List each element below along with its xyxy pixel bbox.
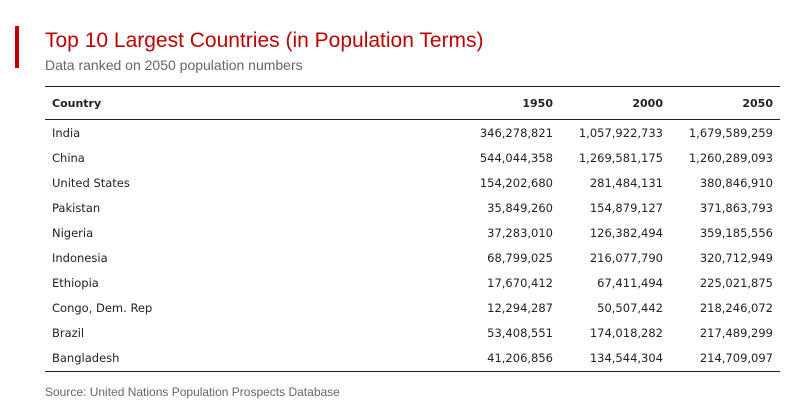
cell-pop-2050: 359,185,556 bbox=[699, 225, 773, 240]
cell-pop-2050: 320,712,949 bbox=[699, 250, 773, 265]
chart-subtitle: Data ranked on 2050 population numbers bbox=[45, 57, 303, 73]
table-row: India 346,278,821 1,057,922,733 1,679,589,2… bbox=[45, 120, 780, 146]
cell-pop-1950: 68,799,025 bbox=[487, 250, 553, 265]
table-body: India 346,278,821 1,057,922,733 1,679,589,2… bbox=[45, 120, 780, 372]
cell-country: China bbox=[52, 150, 85, 165]
cell-pop-1950: 35,849,260 bbox=[487, 200, 553, 215]
cell-pop-1950: 544,044,358 bbox=[479, 150, 553, 165]
source-note: Source: United Nations Population Prospe… bbox=[45, 385, 340, 399]
cell-pop-2050: 217,489,299 bbox=[699, 325, 773, 340]
header-row: Country 1950 2000 2050 bbox=[45, 86, 780, 120]
table-row: Ethiopia 17,670,412 67,411,494 225,021,875 bbox=[45, 270, 780, 295]
cell-pop-2000: 154,879,127 bbox=[589, 200, 663, 215]
cell-pop-1950: 53,408,551 bbox=[487, 325, 553, 340]
cell-pop-2000: 281,484,131 bbox=[589, 175, 663, 190]
cell-pop-2000: 134,544,304 bbox=[589, 351, 663, 365]
table-row: Congo, Dem. Rep 12,294,287 50,507,442 218,2… bbox=[45, 295, 780, 320]
table-row: Indonesia 68,799,025 216,077,790 320,712,94… bbox=[45, 245, 780, 270]
cell-pop-1950: 154,202,680 bbox=[479, 175, 553, 190]
population-table-container: Country 1950 2000 2050 India 346,278,821 1… bbox=[45, 86, 780, 372]
cell-pop-2000: 174,018,282 bbox=[589, 325, 663, 340]
cell-pop-1950: 37,283,010 bbox=[487, 225, 553, 240]
cell-pop-2000: 67,411,494 bbox=[597, 275, 663, 290]
table-row: United States 154,202,680 281,484,131 380,8… bbox=[45, 170, 780, 195]
table-row: China 544,044,358 1,269,581,175 1,260,289,0… bbox=[45, 145, 780, 170]
cell-pop-2050: 380,846,910 bbox=[699, 175, 773, 190]
table-row: Bangladesh 41,206,856 134,544,304 214,709,0… bbox=[45, 345, 780, 372]
cell-pop-2050: 1,260,289,093 bbox=[688, 150, 773, 165]
cell-country: Nigeria bbox=[52, 225, 94, 240]
table-header: Country 1950 2000 2050 bbox=[45, 86, 780, 120]
column-header-2000: 2000 bbox=[632, 96, 663, 110]
cell-pop-2050: 1,679,589,259 bbox=[688, 125, 773, 140]
cell-pop-1950: 346,278,821 bbox=[479, 125, 553, 140]
column-header-2050: 2050 bbox=[742, 96, 773, 110]
cell-pop-2000: 126,382,494 bbox=[589, 225, 663, 240]
cell-country: Bangladesh bbox=[52, 351, 120, 365]
cell-pop-2000: 216,077,790 bbox=[589, 250, 663, 265]
cell-pop-2000: 50,507,442 bbox=[597, 300, 663, 315]
cell-country: Pakistan bbox=[52, 200, 101, 215]
cell-country: India bbox=[52, 125, 81, 140]
column-header-country: Country bbox=[52, 96, 102, 110]
column-header-1950: 1950 bbox=[522, 96, 553, 110]
cell-pop-2050: 225,021,875 bbox=[699, 275, 773, 290]
table-row: Nigeria 37,283,010 126,382,494 359,185,556 bbox=[45, 220, 780, 245]
cell-pop-1950: 12,294,287 bbox=[487, 300, 553, 315]
title-accent-bar bbox=[15, 26, 19, 68]
cell-country: Congo, Dem. Rep bbox=[52, 300, 153, 315]
cell-country: United States bbox=[52, 175, 130, 190]
cell-country: Ethiopia bbox=[52, 275, 99, 290]
cell-pop-2000: 1,057,922,733 bbox=[578, 125, 663, 140]
chart-title: Top 10 Largest Countries (in Population … bbox=[45, 29, 484, 52]
cell-pop-2050: 218,246,072 bbox=[699, 300, 773, 315]
table-row: Pakistan 35,849,260 154,879,127 371,863,793 bbox=[45, 195, 780, 220]
cell-pop-1950: 41,206,856 bbox=[487, 351, 553, 365]
table-row: Brazil 53,408,551 174,018,282 217,489,299 bbox=[45, 320, 780, 345]
cell-pop-2050: 371,863,793 bbox=[699, 200, 773, 215]
cell-pop-2000: 1,269,581,175 bbox=[578, 150, 663, 165]
population-table: Country 1950 2000 2050 India 346,278,821 1… bbox=[45, 86, 780, 372]
cell-country: Brazil bbox=[52, 325, 85, 340]
cell-country: Indonesia bbox=[52, 250, 108, 265]
cell-pop-2050: 214,709,097 bbox=[699, 351, 773, 365]
cell-pop-1950: 17,670,412 bbox=[487, 275, 553, 290]
